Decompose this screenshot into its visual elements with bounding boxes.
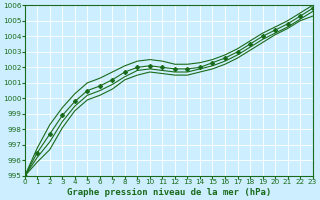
X-axis label: Graphe pression niveau de la mer (hPa): Graphe pression niveau de la mer (hPa) — [67, 188, 271, 197]
